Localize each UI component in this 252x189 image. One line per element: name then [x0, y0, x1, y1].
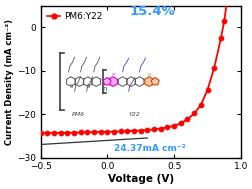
PM6:Y22	[172, 125, 175, 127]
PM6:Y22	[39, 132, 42, 134]
PM6:Y22	[212, 67, 215, 69]
Line: PM6:Y22: PM6:Y22	[38, 0, 229, 136]
PM6:Y22	[192, 112, 195, 115]
Text: 15.4%: 15.4%	[130, 5, 175, 18]
PM6:Y22	[185, 118, 188, 120]
PM6:Y22	[92, 131, 95, 133]
PM6:Y22	[222, 20, 225, 22]
PM6:Y22	[112, 130, 115, 133]
PM6:Y22	[59, 132, 62, 134]
PM6:Y22	[99, 131, 102, 133]
PM6:Y22	[119, 130, 122, 132]
PM6:Y22	[145, 129, 148, 131]
PM6:Y22	[125, 130, 128, 132]
PM6:Y22	[79, 131, 82, 134]
Legend: PM6:Y22: PM6:Y22	[45, 10, 104, 23]
PM6:Y22	[165, 126, 168, 129]
PM6:Y22	[152, 128, 155, 131]
PM6:Y22	[139, 129, 142, 132]
PM6:Y22	[199, 104, 202, 106]
PM6:Y22	[132, 130, 135, 132]
PM6:Y22	[52, 132, 55, 134]
Y-axis label: Current Density (mA cm⁻²): Current Density (mA cm⁻²)	[5, 19, 14, 145]
PM6:Y22	[45, 132, 48, 134]
PM6:Y22	[72, 132, 75, 134]
PM6:Y22	[159, 127, 162, 130]
PM6:Y22	[179, 122, 182, 124]
PM6:Y22	[66, 132, 69, 134]
Text: 24.37mA cm⁻²: 24.37mA cm⁻²	[114, 144, 185, 153]
X-axis label: Voltage (V): Voltage (V)	[107, 174, 173, 184]
PM6:Y22	[205, 89, 208, 91]
PM6:Y22	[218, 37, 222, 39]
PM6:Y22	[105, 131, 108, 133]
PM6:Y22	[85, 131, 88, 133]
